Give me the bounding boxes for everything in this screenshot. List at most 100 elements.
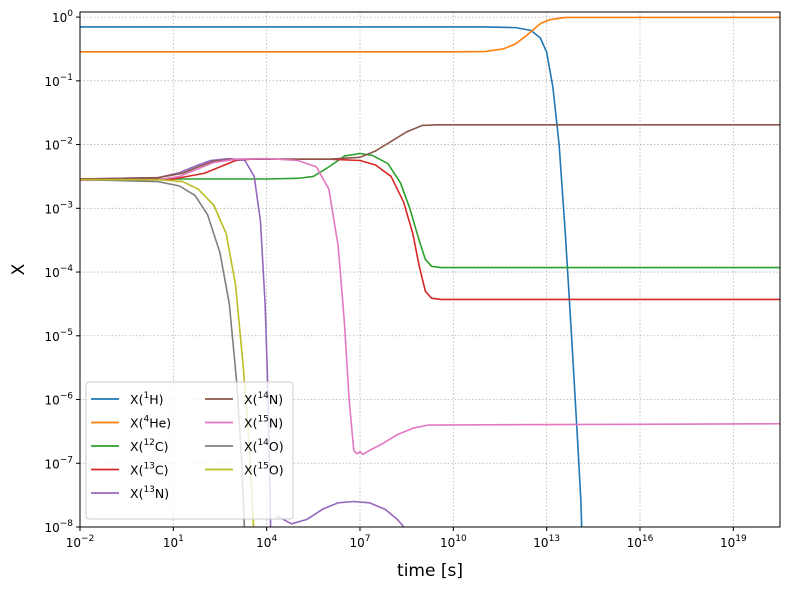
- x-tick-power: 7: [365, 534, 371, 544]
- ticks: 10−2 101 104 107 1010 1013 1016 101910−810−710−…: [44, 9, 747, 550]
- legend-label: X(15N): [244, 415, 283, 431]
- legend-label-element: C): [155, 463, 169, 478]
- x-tick-base: 10: [533, 536, 548, 550]
- legend-label: X(15O): [244, 462, 284, 478]
- legend-label-element: O): [269, 439, 284, 454]
- legend-label-element: He): [149, 416, 171, 431]
- y-tick-power: −2: [60, 137, 73, 147]
- legend-label-isotope: 15: [257, 415, 268, 425]
- y-tick-power: −8: [60, 519, 74, 529]
- series-line: [80, 152, 780, 269]
- x-tick-label: 10−2: [66, 534, 95, 550]
- y-tick-base: 10: [44, 202, 59, 216]
- series-line: [80, 158, 780, 301]
- y-axis-title: X: [9, 263, 29, 275]
- legend-label-isotope: 4: [143, 415, 149, 425]
- x-tick-base: 10: [66, 536, 81, 550]
- legend-label-element: N): [269, 392, 283, 407]
- x-tick-power: −2: [81, 534, 94, 544]
- series-line: [80, 157, 780, 456]
- y-tick-base: 10: [44, 521, 59, 535]
- y-tick-base: 10: [52, 11, 67, 25]
- x-tick-power: 4: [271, 534, 277, 544]
- plot-frame: [79, 11, 781, 528]
- x-tick-label: 1010: [440, 534, 467, 550]
- x-tick-label: 104: [256, 534, 277, 550]
- legend-label: X(13N): [130, 485, 169, 501]
- legend-label: X(14O): [244, 438, 284, 454]
- x-tick-label: 107: [349, 534, 370, 550]
- y-tick-base: 10: [44, 266, 59, 280]
- x-tick-label: 1013: [533, 534, 560, 550]
- legend-label-element: O): [269, 463, 284, 478]
- y-tick-label: 100: [52, 9, 73, 25]
- legend-label: X(14N): [244, 391, 283, 407]
- legend-label: X(12C): [130, 438, 169, 454]
- series-line: [80, 16, 780, 53]
- y-tick-label: 10−4: [44, 264, 73, 280]
- y-tick-power: −4: [60, 264, 74, 274]
- legend-label-element: H): [149, 392, 163, 407]
- y-tick-base: 10: [44, 139, 59, 153]
- y-tick-power: −3: [60, 200, 73, 210]
- legend-label-isotope: 12: [143, 438, 154, 448]
- legend-label-prefix: X(: [244, 392, 257, 407]
- x-axis-title: time [s]: [397, 561, 463, 581]
- legend-label-isotope: 14: [257, 438, 269, 448]
- x-tick-base: 10: [720, 536, 735, 550]
- legend: X(1H)X(4He)X(12C)X(13C)X(13N)X(14N)X(15N…: [85, 381, 294, 520]
- legend-label-prefix: X(: [244, 439, 257, 454]
- series-group: [80, 16, 780, 527]
- series-line: [275, 500, 405, 527]
- x-tick-label: 1016: [627, 534, 654, 550]
- x-tick-base: 10: [349, 536, 364, 550]
- legend-label-isotope: 15: [257, 462, 268, 472]
- legend-label-prefix: X(: [244, 463, 257, 478]
- y-tick-power: −7: [60, 455, 73, 465]
- legend-label-prefix: X(: [130, 486, 143, 501]
- x-tick-label: 1019: [720, 534, 747, 550]
- y-tick-label: 10−1: [44, 73, 73, 89]
- x-tick-power: 16: [642, 534, 654, 544]
- x-tick-power: 19: [735, 534, 747, 544]
- y-tick-base: 10: [44, 330, 59, 344]
- y-tick-power: −6: [60, 392, 74, 402]
- legend-label-prefix: X(: [130, 416, 143, 431]
- y-tick-label: 10−7: [44, 455, 73, 471]
- legend-label-element: N): [269, 416, 283, 431]
- y-tick-label: 10−6: [44, 392, 73, 408]
- legend-label-prefix: X(: [130, 463, 143, 478]
- legend-label: X(4He): [130, 415, 171, 431]
- legend-label-prefix: X(: [130, 439, 143, 454]
- legend-label-isotope: 14: [257, 391, 269, 401]
- x-tick-power: 13: [549, 534, 560, 544]
- x-tick-base: 10: [627, 536, 642, 550]
- y-tick-label: 10−3: [44, 200, 73, 216]
- legend-label-isotope: 13: [143, 485, 154, 495]
- x-tick-base: 10: [256, 536, 271, 550]
- y-tick-label: 10−2: [44, 137, 73, 153]
- legend-label-prefix: X(: [244, 416, 257, 431]
- series-line: [80, 124, 780, 180]
- legend-label-element: C): [155, 439, 169, 454]
- legend-label-isotope: 13: [143, 462, 154, 472]
- y-tick-power: −1: [60, 73, 73, 83]
- legend-label: X(13C): [130, 462, 169, 478]
- x-tick-base: 10: [163, 536, 178, 550]
- series-line: [80, 26, 583, 527]
- legend-box: [85, 381, 294, 520]
- legend-label: X(1H): [130, 391, 163, 407]
- x-tick-label: 101: [163, 534, 184, 550]
- y-tick-base: 10: [44, 75, 59, 89]
- legend-label-element: N): [155, 486, 169, 501]
- x-tick-power: 1: [178, 534, 184, 544]
- y-tick-power: 0: [67, 9, 73, 19]
- y-tick-base: 10: [44, 394, 59, 408]
- legend-label-prefix: X(: [130, 392, 143, 407]
- legend-label-isotope: 1: [143, 391, 149, 401]
- x-tick-power: 10: [455, 534, 467, 544]
- y-tick-power: −5: [60, 328, 73, 338]
- y-tick-label: 10−8: [44, 519, 73, 535]
- y-tick-label: 10−5: [44, 328, 73, 344]
